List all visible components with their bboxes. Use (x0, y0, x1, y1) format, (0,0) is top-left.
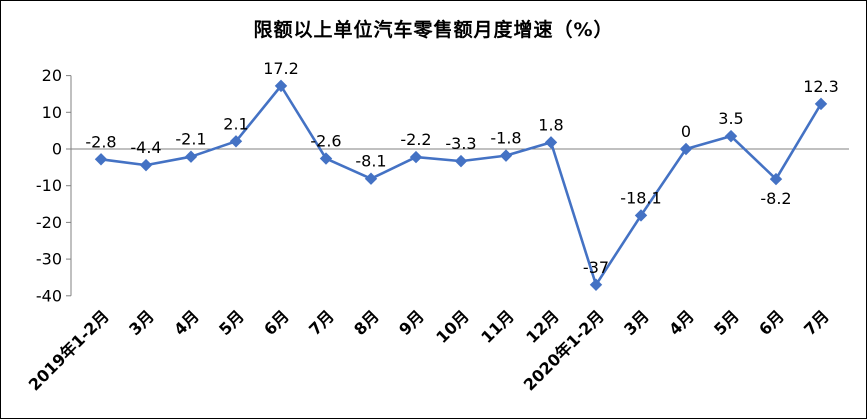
data-point-marker (499, 149, 513, 162)
data-point-marker (274, 79, 288, 93)
data-point-marker (634, 209, 648, 222)
data-label: 0 (681, 122, 691, 141)
data-point-marker (184, 150, 198, 163)
chart-title: 限额以上单位汽车零售额月度增速（%） (253, 19, 614, 41)
x-axis-label: 12月 (522, 306, 563, 347)
y-tick-label: -10 (36, 176, 62, 195)
data-label: 17.2 (263, 59, 299, 78)
data-label: 12.3 (803, 77, 839, 96)
data-label: -37 (583, 258, 609, 277)
x-axis-label: 4月 (665, 306, 698, 339)
data-point-marker (319, 152, 333, 165)
data-point-marker (454, 154, 468, 168)
data-point-marker (769, 172, 783, 186)
data-label: 2.1 (223, 114, 248, 133)
data-label: -4.4 (130, 138, 161, 157)
y-tick-label: 0 (52, 140, 62, 159)
data-label: 1.8 (538, 115, 563, 134)
data-point-marker (94, 153, 108, 166)
x-axis-label: 4月 (170, 306, 203, 339)
y-tick-label: -30 (36, 250, 62, 269)
x-axis-label: 6月 (260, 306, 293, 339)
data-label: -2.2 (400, 130, 431, 149)
y-tick-label: 20 (42, 66, 62, 85)
data-point-marker (229, 135, 243, 148)
data-point-marker (679, 142, 693, 156)
x-axis-label: 7月 (800, 306, 833, 339)
data-label: -8.2 (760, 189, 791, 208)
x-axis-label: 5月 (215, 306, 248, 339)
data-label: -1.8 (490, 129, 521, 148)
data-label: -2.8 (85, 132, 116, 151)
x-axis-label: 8月 (350, 306, 383, 339)
x-axis-label: 11月 (477, 306, 518, 347)
x-axis-label: 5月 (710, 306, 743, 339)
x-axis-label: 3月 (620, 306, 653, 339)
y-tick-label: -20 (36, 213, 62, 232)
data-label: 3.5 (718, 109, 743, 128)
x-axis-label: 6月 (755, 306, 788, 339)
x-axis-label: 9月 (395, 306, 428, 339)
data-label: -2.1 (175, 130, 206, 149)
series-line (100, 84, 823, 287)
data-point-marker (364, 172, 378, 185)
data-point-marker (589, 278, 603, 291)
x-axis-label: 10月 (432, 306, 473, 347)
data-point-marker (139, 158, 153, 172)
data-label: -2.6 (310, 132, 341, 151)
data-label: -8.1 (355, 152, 386, 171)
x-axis-label: 7月 (305, 306, 338, 339)
data-label: -18.1 (620, 188, 661, 207)
data-point-marker (409, 150, 423, 164)
x-axis-label: 2019年1-2月 (25, 306, 113, 394)
y-tick-label: -40 (36, 286, 62, 305)
data-point-marker (724, 129, 738, 143)
x-axis-label: 2020年1-2月 (520, 306, 608, 394)
data-point-marker (814, 97, 828, 111)
data-point-marker (544, 136, 558, 149)
data-label: -3.3 (445, 134, 476, 153)
x-axis-label: 3月 (125, 306, 158, 339)
y-tick-label: 10 (42, 103, 62, 122)
